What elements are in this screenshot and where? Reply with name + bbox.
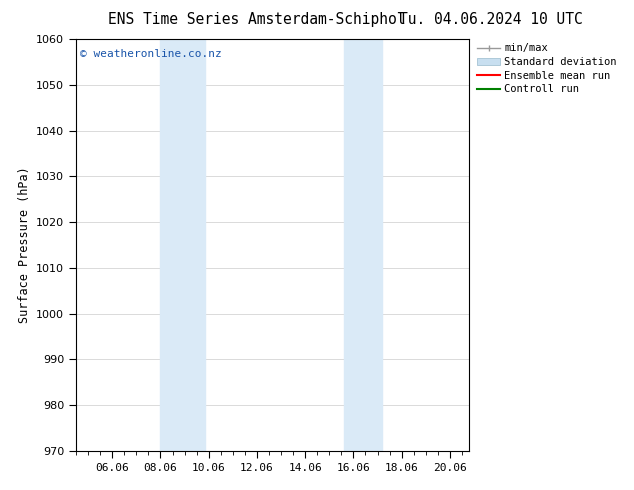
Y-axis label: Surface Pressure (hPa): Surface Pressure (hPa): [18, 167, 30, 323]
Text: Tu. 04.06.2024 10 UTC: Tu. 04.06.2024 10 UTC: [399, 12, 583, 27]
Bar: [344, 39, 382, 451]
Text: ENS Time Series Amsterdam-Schiphol: ENS Time Series Amsterdam-Schiphol: [108, 12, 405, 27]
Bar: [160, 39, 205, 451]
Text: © weatheronline.co.nz: © weatheronline.co.nz: [80, 49, 222, 59]
Legend: min/max, Standard deviation, Ensemble mean run, Controll run: min/max, Standard deviation, Ensemble me…: [473, 39, 621, 98]
